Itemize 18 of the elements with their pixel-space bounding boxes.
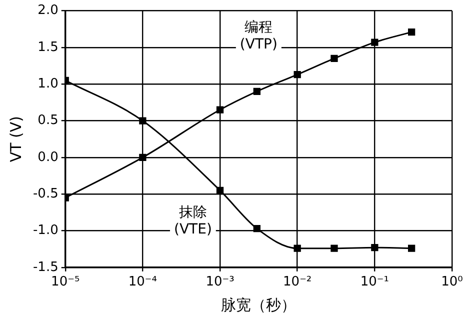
- x-tick-label: 10⁻²: [283, 274, 312, 290]
- y-tick-label: 0.5: [38, 113, 58, 128]
- series-label: 编程 (VTP): [240, 20, 278, 53]
- y-tick-label: -1.0: [32, 223, 58, 238]
- y-tick-label: -1.5: [32, 260, 58, 275]
- x-axis-title: 脉宽（秒）: [221, 296, 296, 314]
- y-tick-label: 1.5: [38, 40, 58, 55]
- x-tick-label: 10⁰: [441, 274, 463, 290]
- x-tick-label: 10⁻⁵: [51, 274, 80, 290]
- y-tick-label: 1.0: [38, 76, 58, 92]
- series-label: 抹除 (VTE): [174, 204, 212, 238]
- x-tick-label: 10⁻¹: [360, 274, 389, 290]
- y-tick-label: -0.5: [32, 186, 58, 202]
- y-tick-label: 2.0: [38, 3, 58, 18]
- x-tick-label: 10⁻⁴: [128, 274, 158, 290]
- y-axis-title: VT (V): [6, 116, 25, 162]
- y-tick-label: 0.0: [38, 150, 58, 165]
- x-tick-label: 10⁻³: [206, 274, 234, 290]
